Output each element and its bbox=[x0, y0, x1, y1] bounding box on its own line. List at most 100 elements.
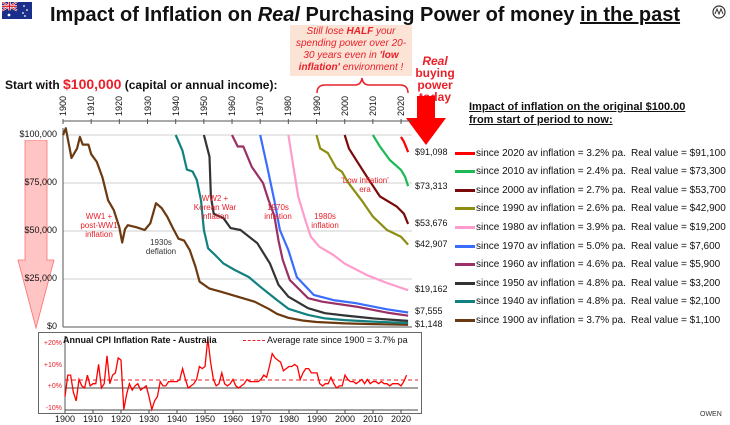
annotation-line: 'Low inflation' bbox=[341, 176, 389, 185]
annotation: WW1 + post-WW1 inflation bbox=[78, 212, 120, 239]
legend-swatch bbox=[455, 263, 475, 267]
callout-box: Still lose HALF your spending power over… bbox=[290, 25, 412, 76]
legend-swatch bbox=[455, 188, 475, 192]
series-line-since-1940 bbox=[174, 134, 409, 325]
annotation-line: 1930s bbox=[150, 238, 172, 247]
cpi-x-tick-label: 1930 bbox=[138, 414, 160, 424]
legend-item: since 1940 av inflation = 4.8% pa. Real v… bbox=[455, 295, 720, 309]
legend-item: since 1960 av inflation = 4.6% pa. Real v… bbox=[455, 258, 720, 272]
annotation-line: inflation bbox=[201, 212, 229, 221]
cpi-chart-title: Annual CPI Inflation Rate - Australia bbox=[63, 335, 217, 345]
annotation: 'Low inflation' era bbox=[335, 176, 395, 194]
series-line-since-1960 bbox=[231, 134, 409, 317]
cpi-x-tick-label: 2020 bbox=[390, 414, 412, 424]
legend-real-value: Real value = $1,100 bbox=[631, 314, 721, 326]
y-tick-label: $75,000 bbox=[24, 177, 57, 187]
legend-real-value: Real value = $73,300 bbox=[631, 166, 726, 178]
legend-real-value: Real value = $19,200 bbox=[631, 221, 726, 233]
end-value-label: $19,162 bbox=[415, 284, 448, 294]
cpi-y-tick-label: +20% bbox=[43, 340, 62, 347]
owen-logo-icon bbox=[712, 5, 726, 24]
annotation-line: WW1 + bbox=[85, 212, 113, 221]
cpi-x-tick-label: 1990 bbox=[306, 414, 328, 424]
legend-since-label: since 1980 av inflation = 3.9% pa. bbox=[476, 221, 626, 233]
end-value-label: $53,676 bbox=[415, 218, 448, 228]
cpi-x-tick-label: 2000 bbox=[334, 414, 356, 424]
legend-since-label: since 1960 av inflation = 4.6% pa. bbox=[476, 259, 626, 271]
y-tick-label: $100,000 bbox=[19, 129, 57, 139]
legend-swatch bbox=[455, 225, 475, 229]
page-title: Impact of Inflation on Real Purchasing P… bbox=[0, 4, 730, 27]
legend-item: since 2010 av inflation = 2.4% pa. Real v… bbox=[455, 165, 726, 179]
legend-since-label: since 1940 av inflation = 4.8% pa. bbox=[476, 296, 626, 308]
legend-item: since 1970 av inflation = 5.0% pa. Real v… bbox=[455, 239, 720, 253]
legend-since-label: since 2000 av inflation = 2.7% pa. bbox=[476, 184, 626, 196]
cpi-x-tick-label: 1980 bbox=[278, 414, 300, 424]
series-line-since-2000 bbox=[343, 134, 410, 225]
annotation-line: Korean War bbox=[193, 203, 237, 212]
legend-item: since 1950 av inflation = 4.8% pa. Real v… bbox=[455, 276, 720, 290]
legend-swatch bbox=[455, 207, 475, 211]
annotation: 1970s inflation bbox=[258, 203, 298, 221]
legend-swatch bbox=[455, 318, 475, 322]
annotation-line: 1970s bbox=[267, 203, 289, 212]
y-tick-label: $25,000 bbox=[24, 273, 57, 283]
title-text: Purchasing Power of money bbox=[299, 4, 581, 26]
annotation-line: 1980s bbox=[314, 212, 336, 221]
down-arrow-icon bbox=[406, 96, 446, 145]
legend-swatch bbox=[455, 281, 475, 285]
annotation-line: post-WW1 bbox=[80, 221, 118, 230]
series-line-since-1980 bbox=[287, 134, 409, 292]
y-tick-label: $0 bbox=[46, 321, 57, 331]
cpi-chart-frame bbox=[38, 332, 422, 414]
series-line-since-2020 bbox=[400, 136, 410, 153]
legend-real-value: Real value = $42,900 bbox=[631, 203, 726, 215]
cpi-legend: Average rate since 1900 = 3.7% pa bbox=[243, 335, 408, 345]
annotation: 1980s inflation bbox=[305, 212, 345, 230]
cpi-x-tick-label: 1940 bbox=[166, 414, 188, 424]
annotation-line: WW2 + bbox=[201, 194, 229, 203]
cpi-x-tick-label: 1970 bbox=[250, 414, 272, 424]
cpi-x-tick-label: 2010 bbox=[362, 414, 384, 424]
title-text: Impact of Inflation on bbox=[49, 4, 258, 26]
end-value-label: $7,555 bbox=[415, 306, 443, 316]
end-value-label: $91,098 bbox=[415, 147, 448, 157]
legend-since-label: since 1970 av inflation = 5.0% pa. bbox=[476, 240, 626, 252]
legend-item: since 1980 av inflation = 3.9% pa. Real v… bbox=[455, 220, 726, 234]
legend-real-value: Real value = $91,100 bbox=[631, 147, 726, 159]
title-italic: Real bbox=[257, 4, 300, 26]
annotation: 1930s deflation bbox=[140, 238, 182, 256]
pink-down-arrow-icon bbox=[17, 140, 55, 330]
bracket-icon bbox=[316, 77, 409, 94]
average-label: Average rate since 1900 = 3.7% pa bbox=[267, 335, 408, 345]
legend-item: since 2000 av inflation = 2.7% pa. Real v… bbox=[455, 183, 726, 197]
series-line-since-1970 bbox=[259, 134, 409, 314]
legend-real-value: Real value = $3,200 bbox=[631, 277, 721, 289]
y-tick-label: $50,000 bbox=[24, 225, 57, 235]
series-line-since-1900 bbox=[61, 127, 409, 326]
cpi-y-tick-label: +0% bbox=[47, 383, 62, 390]
legend-since-label: since 1950 av inflation = 4.8% pa. bbox=[476, 277, 626, 289]
cpi-x-tick-label: 1920 bbox=[110, 414, 132, 424]
legend-since-label: since 2010 av inflation = 2.4% pa. bbox=[476, 166, 626, 178]
annotation-line: deflation bbox=[145, 247, 177, 256]
legend-real-value: Real value = $2,100 bbox=[631, 296, 721, 308]
annotation-line: era bbox=[359, 185, 371, 194]
title-underlined: in the past bbox=[580, 4, 681, 26]
cpi-y-tick-label: -10% bbox=[45, 404, 62, 412]
cpi-x-tick-label: 1960 bbox=[222, 414, 244, 424]
end-value-label: $73,313 bbox=[415, 181, 448, 191]
legend-item: since 1900 av inflation = 3.7% pa. Real v… bbox=[455, 313, 720, 327]
annotation: WW2 + Korean War inflation bbox=[190, 194, 240, 221]
cpi-x-tick-label: 1950 bbox=[194, 414, 216, 424]
cpi-rate-line bbox=[64, 338, 408, 412]
series-line-since-2010 bbox=[371, 134, 410, 187]
legend-real-value: Real value = $5,900 bbox=[631, 259, 721, 271]
start-label: Start with $100,000 (capital or annual i… bbox=[5, 76, 278, 92]
legend-item: since 1990 av inflation = 2.6% pa. Real v… bbox=[455, 202, 726, 216]
end-value-label: $42,907 bbox=[415, 239, 448, 249]
end-value-label: $1,148 bbox=[415, 319, 443, 329]
annotation-line: inflation bbox=[85, 230, 113, 239]
annotation-line: inflation bbox=[311, 221, 339, 230]
